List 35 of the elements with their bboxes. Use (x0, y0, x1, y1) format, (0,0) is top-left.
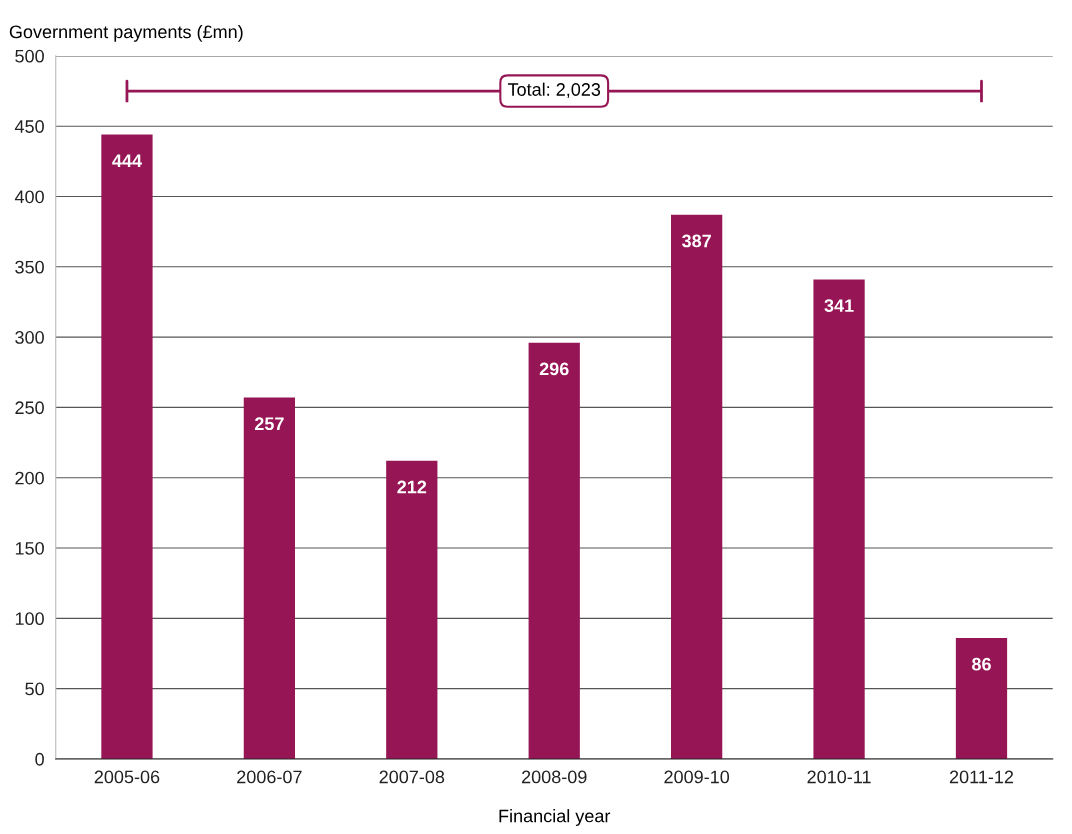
data-label: 212 (397, 480, 427, 494)
bar (955, 638, 1008, 759)
x-tick-label: 2007-08 (379, 770, 445, 784)
y-tick-label: 500 (15, 49, 44, 63)
data-label: 86 (972, 657, 991, 671)
x-tick-label: 2005-06 (94, 770, 160, 784)
y-axis-title: Government payments (£mn) (9, 24, 243, 42)
bar (101, 134, 153, 759)
bar (243, 397, 296, 759)
data-label: 296 (539, 362, 569, 376)
y-tick-label: 200 (15, 471, 44, 485)
y-tick-label: 250 (15, 401, 44, 415)
data-label: 387 (682, 234, 711, 248)
bar (528, 342, 580, 759)
x-tick-label: 2011-12 (949, 770, 1014, 784)
data-label: 444 (112, 154, 142, 167)
x-tick-label: 2009-10 (664, 770, 730, 784)
y-tick-label: 300 (15, 331, 44, 344)
x-tick-label: 2008-09 (522, 770, 587, 784)
x-tick-label: 2010-11 (807, 770, 871, 784)
y-tick-label: 450 (14, 120, 44, 133)
x-axis-title: Financial year (499, 809, 611, 826)
y-tick-label: 150 (15, 541, 44, 555)
y-tick-label: 350 (15, 260, 44, 274)
x-tick-label: 2006-07 (237, 770, 302, 784)
bar (386, 460, 438, 759)
bar (671, 214, 723, 759)
y-tick-label: 0 (35, 752, 44, 766)
annotation: Total: 2,023 (507, 82, 601, 99)
data-label: 257 (254, 417, 284, 431)
y-tick-label: 400 (14, 190, 44, 204)
bar (813, 279, 865, 759)
y-tick-label: 50 (25, 682, 44, 696)
y-tick-label: 100 (15, 612, 44, 626)
data-label: 341 (824, 299, 854, 313)
